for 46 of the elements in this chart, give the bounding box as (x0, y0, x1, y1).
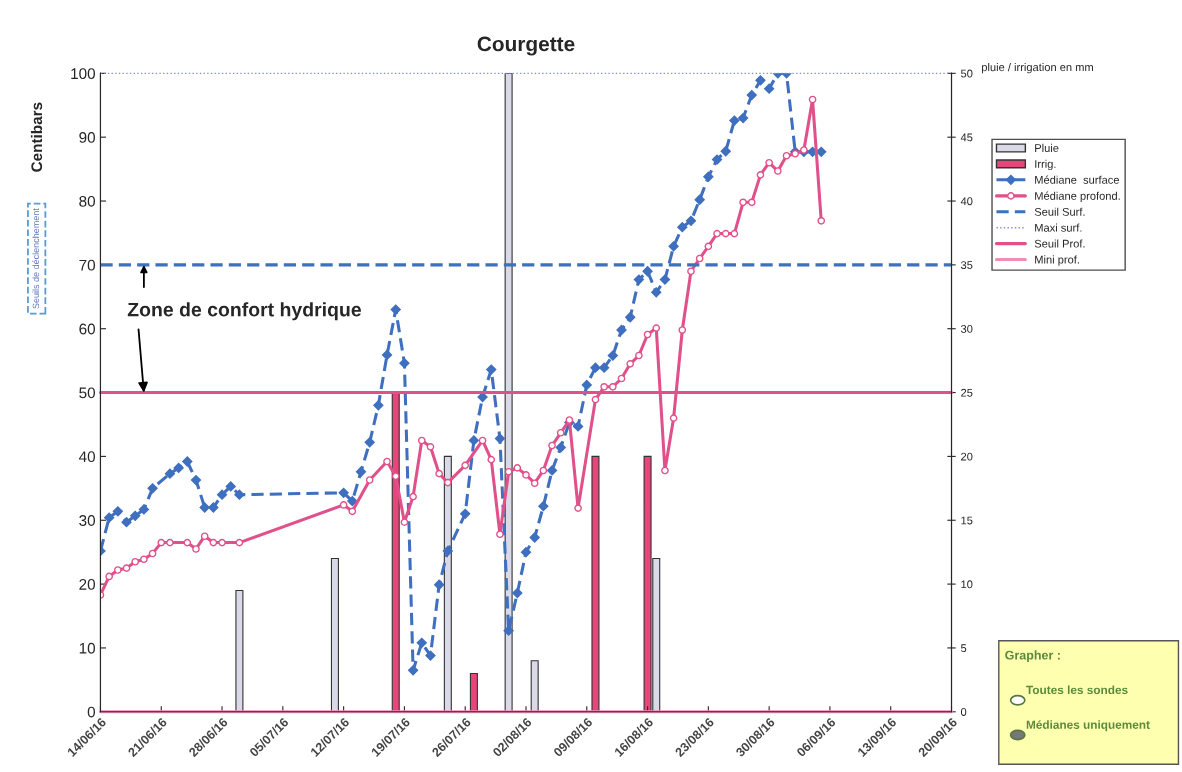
y-tick-label: 10 (79, 642, 96, 654)
bar (504, 73, 513, 712)
y2-tick-label: 10 (961, 580, 973, 589)
text: Médianes uniquement (1026, 720, 1150, 732)
legend-label: Médiane surface (1035, 175, 1119, 184)
bar (235, 589, 244, 712)
text: Grapher : (1005, 650, 1060, 663)
legend-label: Seuil Prof. (1034, 239, 1085, 248)
legend-label: Seuil Surf. (1034, 207, 1085, 216)
annotation: Zone de confort hydrique (127, 302, 361, 321)
y2-tick-label: 25 (961, 388, 973, 397)
y-tick-label: 60 (79, 323, 96, 335)
y2-tick-label: 0 (960, 708, 967, 716)
bar (330, 558, 339, 712)
legend-label: Maxi surf. (1035, 223, 1082, 232)
legend-label: Mini prof. (1035, 255, 1079, 266)
bar (530, 660, 539, 712)
y-tick-label: 100 (71, 68, 96, 80)
y-tick-label: 70 (79, 259, 96, 271)
bar (391, 392, 400, 712)
y2-tick-label: 15 (961, 516, 973, 525)
chart-title: Courgette (477, 36, 575, 56)
y-tick-label: 90 (79, 132, 96, 143)
y2-axis-title: pluie / irrigation en mm (982, 62, 1093, 74)
bar (591, 455, 600, 712)
y2-tick-label: 50 (960, 69, 973, 78)
y2-tick-label: 40 (960, 197, 973, 206)
y-tick-label: 30 (79, 515, 96, 526)
y2-tick-label: 20 (961, 452, 973, 461)
legend-label: Irrig. (1035, 159, 1056, 171)
bar (469, 672, 478, 712)
y-tick-label: 80 (79, 195, 96, 207)
y-tick-label: 50 (79, 387, 96, 399)
y-tick-label: 40 (78, 451, 96, 463)
y2-tick-label: 45 (960, 133, 973, 142)
y-tick-label: 20 (79, 578, 96, 590)
text: Seuils de déclenchement (32, 208, 40, 309)
legend-label: Médiane profond. (1035, 191, 1120, 203)
y-axis-title: Centibars (30, 102, 43, 172)
text: Toutes les sondes (1026, 685, 1128, 695)
y2-tick-label: 5 (960, 644, 967, 653)
y2-tick-label: 35 (960, 261, 973, 270)
y-tick-label: 0 (87, 706, 96, 718)
y2-tick-label: 30 (960, 324, 973, 333)
legend-label: Pluie (1035, 143, 1059, 153)
bar (443, 455, 452, 712)
